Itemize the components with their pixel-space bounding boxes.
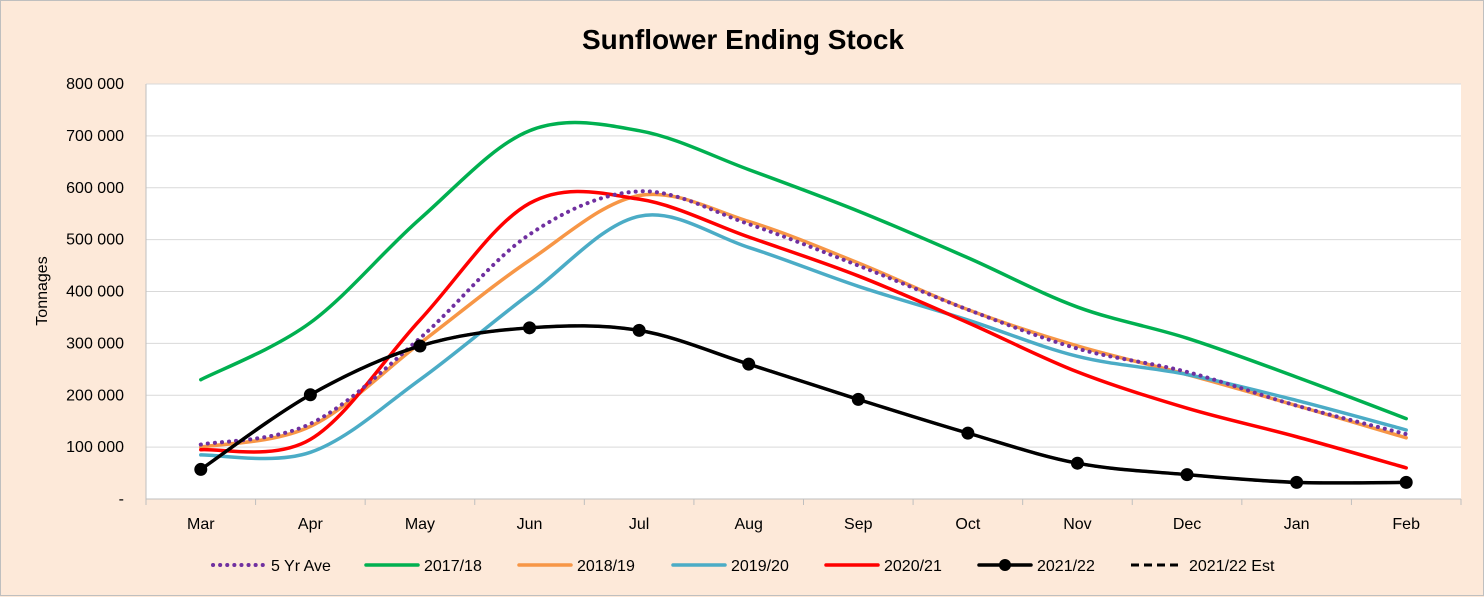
axes: - 100 000 200 000 300 000 400 000 500 000 600 … bbox=[66, 76, 1462, 533]
grid-lines bbox=[146, 83, 1461, 448]
legend-label-2017-18: 2017/18 bbox=[424, 558, 482, 575]
x-tick-label: Apr bbox=[298, 516, 324, 533]
x-tick-label: Sep bbox=[844, 516, 873, 533]
legend-label-2021-22: 2021/22 bbox=[1037, 558, 1095, 575]
y-tick-label: 300 000 bbox=[66, 335, 124, 352]
y-tick-label: - bbox=[119, 491, 124, 508]
y-axis-label: Tonnages bbox=[34, 256, 51, 325]
x-tick-label: Mar bbox=[187, 516, 215, 533]
x-tick-label: Jun bbox=[517, 516, 543, 533]
legend: 5 Yr Ave 2017/18 2018/19 2019/20 2020/21 2021… bbox=[211, 558, 1275, 575]
series-line-2017-18 bbox=[199, 120, 1408, 421]
y-tick-label: 700 000 bbox=[66, 128, 124, 145]
y-tick-label: 600 000 bbox=[66, 180, 124, 197]
x-tick-label: Feb bbox=[1392, 516, 1420, 533]
y-tick-label: 200 000 bbox=[66, 387, 124, 404]
legend-label-5-yr-ave: 5 Yr Ave bbox=[271, 558, 331, 575]
x-tick-label: Jul bbox=[629, 516, 649, 533]
x-tick-label: Aug bbox=[734, 516, 762, 533]
y-tick-label: 400 000 bbox=[66, 284, 124, 301]
chart-title: Sunflower Ending Stock bbox=[582, 24, 904, 55]
legend-label-2019-20: 2019/20 bbox=[731, 558, 789, 575]
y-tick-label: 100 000 bbox=[66, 439, 124, 456]
series-line-2021-22-est bbox=[199, 324, 1407, 485]
series-lines bbox=[194, 120, 1413, 489]
y-tick-label: 800 000 bbox=[66, 76, 124, 93]
y-tick-label: 500 000 bbox=[66, 232, 124, 249]
x-tick-label: May bbox=[405, 516, 435, 533]
series-line-2020-21 bbox=[199, 189, 1408, 470]
legend-label-2021-22-est: 2021/22 Est bbox=[1189, 558, 1275, 575]
series-line-5-yr-ave bbox=[198, 189, 1409, 447]
data-point-2021-22 bbox=[961, 426, 975, 440]
x-tick-label: Dec bbox=[1173, 516, 1201, 533]
x-tick-label: Oct bbox=[955, 516, 980, 533]
legend-marker-2021-22 bbox=[999, 559, 1011, 571]
x-tick-label: Jan bbox=[1284, 516, 1310, 533]
legend-label-2018-19: 2018/19 bbox=[577, 558, 635, 575]
series-line-2019-20 bbox=[199, 213, 1408, 461]
legend-label-2020-21: 2020/21 bbox=[884, 558, 942, 575]
x-tick-label: Nov bbox=[1063, 516, 1091, 533]
